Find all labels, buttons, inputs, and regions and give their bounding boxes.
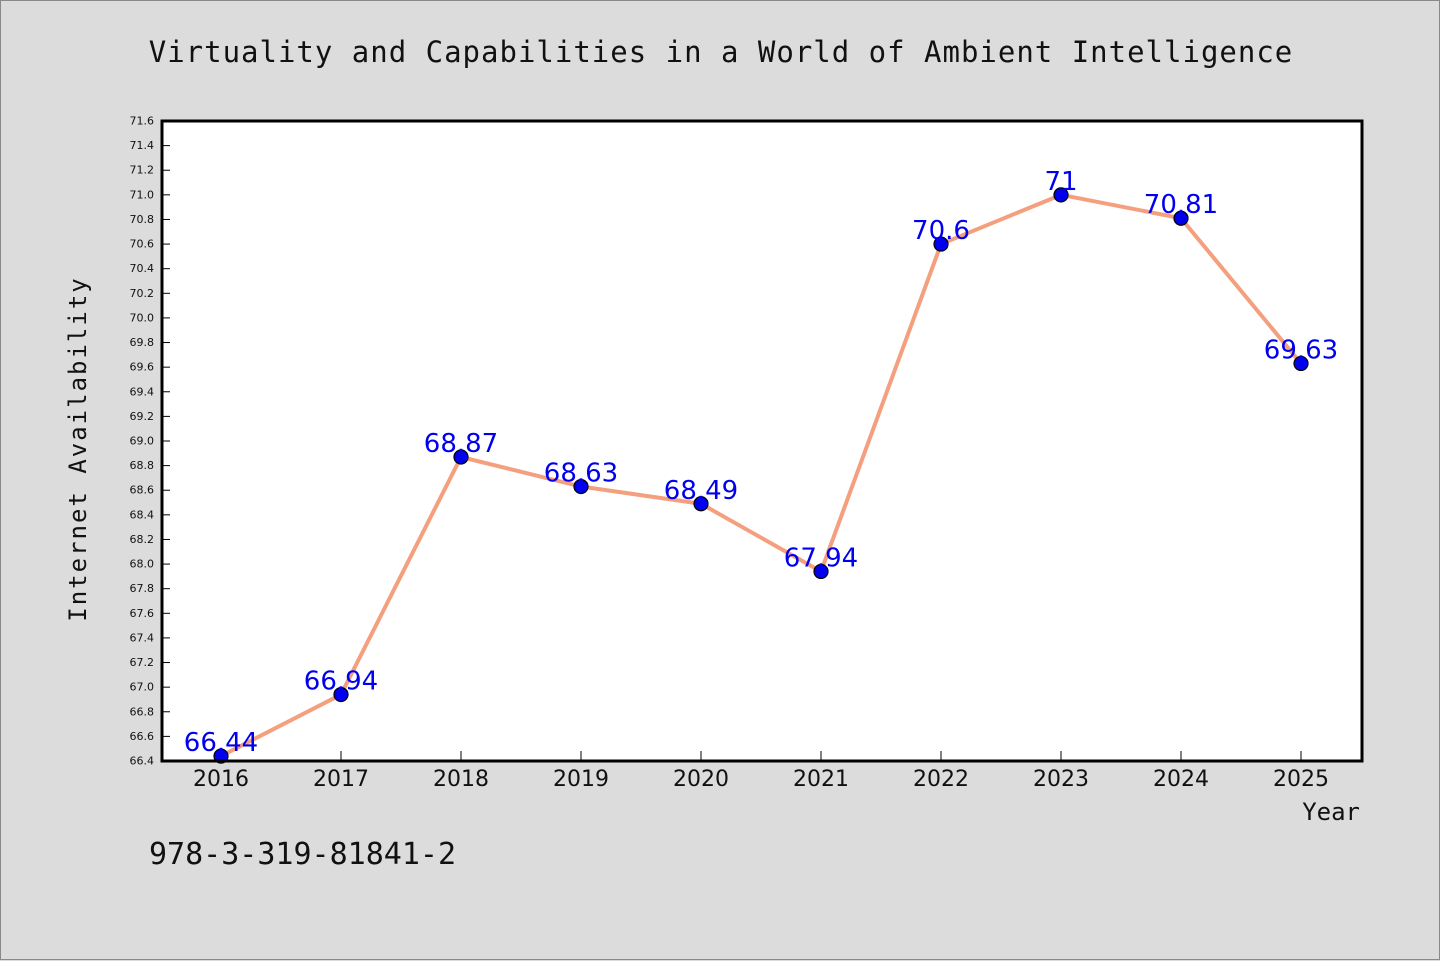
y-tick-label: 68.4	[130, 508, 155, 521]
data-label: 70.81	[1144, 190, 1218, 220]
data-label: 66.94	[304, 667, 378, 697]
y-tick-label: 70.0	[130, 311, 155, 324]
data-point	[1293, 355, 1309, 372]
data-label: 71	[1044, 167, 1077, 197]
x-tick-label: 2019	[553, 767, 609, 792]
x-tick-label: 2022	[913, 767, 969, 792]
y-tick-label: 67.0	[130, 681, 155, 694]
x-tick-label: 2024	[1153, 767, 1209, 792]
y-tick-label: 68.2	[130, 533, 155, 546]
y-tick-label: 69.8	[130, 336, 155, 349]
y-tick-label: 70.2	[130, 287, 155, 300]
data-label: 67.94	[784, 543, 858, 573]
data-label: 68.63	[544, 459, 618, 489]
y-tick-label: 67.6	[130, 607, 155, 620]
y-axis-label: Internet Availability	[64, 276, 92, 621]
data-point	[333, 686, 349, 703]
y-tick-label: 71.0	[130, 188, 155, 201]
y-tick-label: 69.2	[130, 410, 155, 423]
data-label: 70.6	[912, 216, 970, 246]
plot-border	[160, 119, 1364, 763]
series-line	[219, 192, 1303, 759]
x-tick-label: 2020	[673, 767, 729, 792]
data-label: 69.63	[1264, 335, 1338, 365]
x-tick-label: 2025	[1273, 767, 1329, 792]
y-tick-label: 67.2	[130, 656, 155, 669]
data-point	[453, 449, 469, 465]
data-point	[1053, 187, 1069, 203]
data-point	[813, 563, 829, 580]
y-tick-label: 70.4	[130, 262, 155, 275]
data-point	[1173, 210, 1189, 226]
data-point	[573, 478, 589, 495]
y-tick-label: 70.6	[130, 238, 155, 251]
x-axis-label: Year	[1302, 798, 1360, 826]
data-label: 66.44	[184, 728, 258, 758]
data-point	[933, 236, 949, 252]
data-label: 68.49	[664, 476, 738, 506]
series-group: 66.44 66.94 68.87 68.63 68.49 67.94 70.6 71 70.8…	[184, 167, 1338, 764]
x-tick-label: 2016	[193, 767, 249, 792]
isbn-text: 978-3-319-81841-2	[149, 837, 457, 872]
x-tick-label: 2017	[313, 767, 369, 792]
y-tick-label: 68.8	[130, 459, 155, 472]
y-tick-label: 67.8	[130, 582, 155, 595]
data-label: 68.87	[424, 429, 498, 459]
chart-title: Virtuality and Capabilities in a World o…	[148, 35, 1294, 69]
y-tick-label: 70.8	[130, 213, 155, 226]
y-tick-label: 66.8	[130, 705, 155, 718]
y-tick-label: 71.2	[130, 164, 155, 177]
x-tick-label: 2023	[1033, 767, 1089, 792]
y-tick-label: 71.6	[130, 115, 155, 128]
y-tick-label: 71.4	[130, 139, 155, 152]
y-tick-label: 68.6	[130, 484, 155, 497]
y-tick-label: 66.6	[130, 730, 155, 743]
y-tick-label: 66.4	[130, 755, 155, 768]
y-tick-label: 67.4	[130, 631, 155, 644]
x-tick-label: 2021	[793, 767, 849, 792]
data-point	[693, 496, 709, 512]
y-axis: 66.4 66.6 66.8 67.0 67.2 67.4 67.6 67.8 68.0 68.2…	[130, 115, 170, 768]
y-tick-label: 68.0	[130, 558, 155, 571]
y-tick-label: 69.0	[130, 435, 155, 448]
y-tick-label: 69.4	[130, 385, 155, 398]
y-tick-label: 69.6	[130, 361, 155, 374]
x-tick-label: 2018	[433, 767, 489, 792]
x-axis: 2016 2017 2018 2019 2020 2021 2022 2023 2024 2025	[193, 751, 1329, 792]
